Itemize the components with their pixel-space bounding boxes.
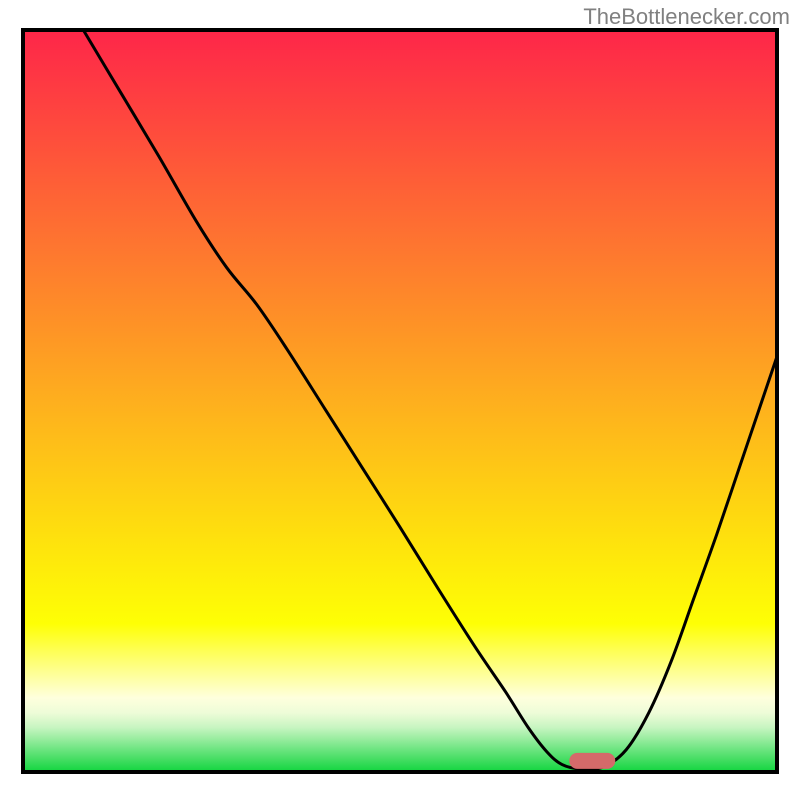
watermark-label: TheBottlenecker.com xyxy=(583,4,790,30)
chart-container: TheBottlenecker.com xyxy=(0,0,800,800)
plot-background xyxy=(23,30,777,772)
bottleneck-chart xyxy=(0,0,800,800)
optimal-marker xyxy=(569,753,615,769)
